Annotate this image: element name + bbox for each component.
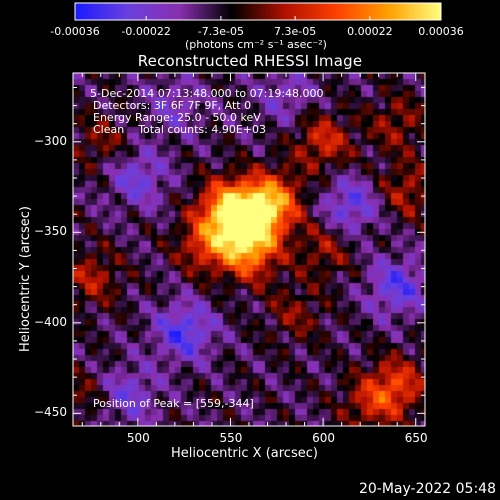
annotation-peak-position: Position of Peak = [559,-344]	[93, 397, 254, 410]
annotation-energy-range: Energy Range: 25.0 - 50.0 keV	[93, 111, 261, 124]
x-tick-label: 600	[312, 431, 335, 445]
colorbar-units-label: (photons cm⁻² s⁻¹ asec⁻²)	[185, 38, 327, 51]
annotation-time-range: 5-Dec-2014 07:13:48.000 to 07:19:48.000	[90, 87, 324, 100]
x-tick-label: 500	[126, 431, 150, 445]
x-axis-label: Heliocentric X (arcsec)	[171, 446, 318, 461]
colorbar-tick-label: 0.00022	[347, 25, 393, 38]
x-tick-label: 550	[219, 431, 243, 445]
colorbar-tick-label: 7.3e-05	[273, 25, 317, 38]
colorbar-tick-label: -7.3e-05	[197, 25, 244, 38]
annotation-method-counts: Clean Total counts: 4.90E+03	[93, 123, 267, 136]
colorbar-tick-label: -0.00022	[121, 25, 171, 38]
colorbar-tick-label: -0.00036	[50, 25, 100, 38]
plot-frame	[72, 72, 426, 427]
y-tick-label: −450	[34, 405, 67, 420]
y-tick-label: −350	[34, 224, 67, 239]
annotation-detectors: Detectors: 3F 6F 7F 9F, Att 0	[93, 99, 252, 112]
colorbar-tick-label: 0.00036	[418, 25, 464, 38]
x-tick-label: 650	[404, 431, 428, 445]
plot-timestamp: 20-May-2022 05:48	[358, 481, 496, 497]
colorbar-frame	[74, 2, 442, 21]
chart-title: Reconstructed RHESSI Image	[137, 52, 363, 70]
y-axis-label: Heliocentric Y (arcsec)	[18, 206, 33, 352]
y-tick-label: −300	[34, 133, 67, 148]
y-tick-label: −400	[34, 314, 67, 329]
